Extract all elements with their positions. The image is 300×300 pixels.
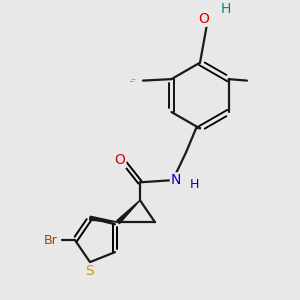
Polygon shape (90, 216, 118, 222)
Polygon shape (117, 200, 140, 224)
Text: H: H (221, 2, 231, 16)
Text: H: H (189, 178, 199, 191)
Text: N: N (171, 173, 181, 187)
Text: S: S (85, 264, 93, 278)
Text: O: O (115, 153, 125, 167)
Text: methyl: methyl (132, 79, 136, 80)
Text: Br: Br (44, 234, 58, 247)
Text: methyl: methyl (130, 80, 135, 82)
Text: O: O (199, 12, 209, 26)
